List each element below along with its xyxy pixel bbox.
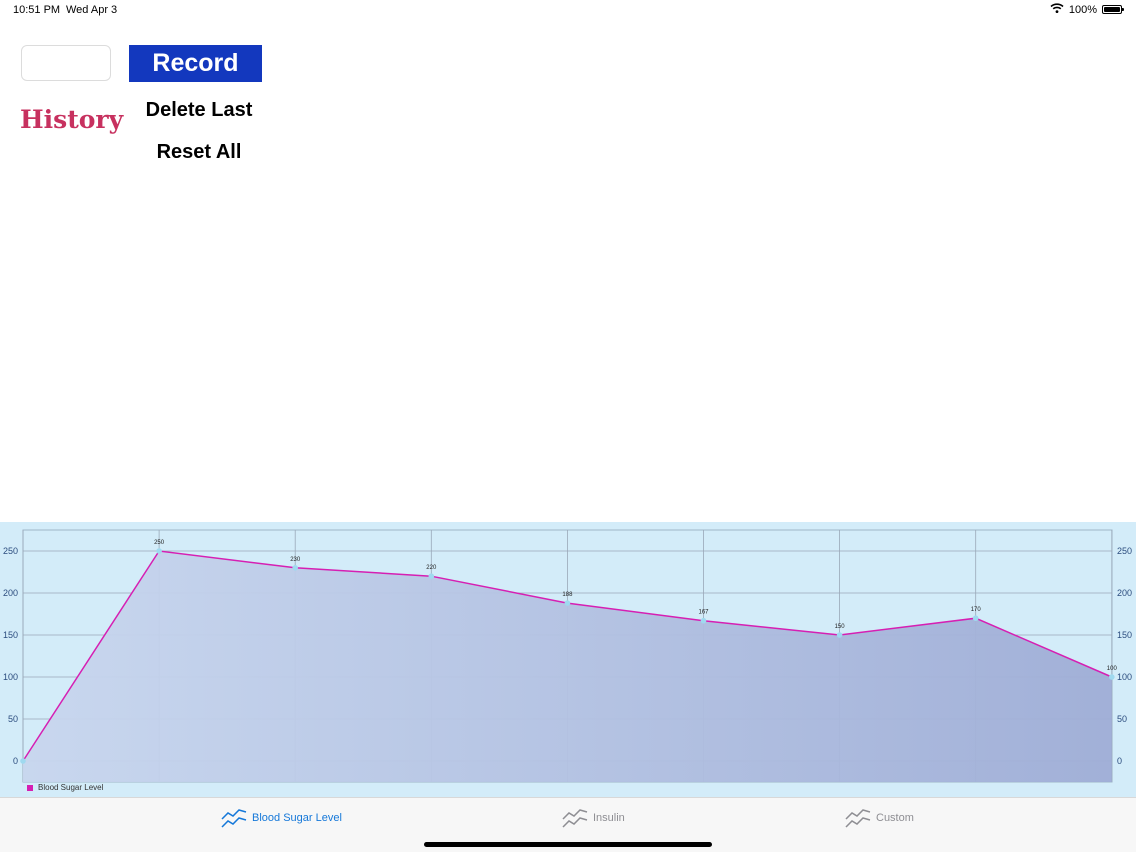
battery-level	[1104, 7, 1120, 12]
y-tick-label-left: 50	[8, 714, 18, 724]
data-label: 250	[154, 540, 165, 546]
data-point	[564, 600, 571, 606]
data-point	[700, 617, 707, 624]
data-point	[292, 565, 299, 571]
y-tick-label-right: 50	[1117, 714, 1127, 724]
chart-legend: Blood Sugar Level	[27, 783, 103, 792]
data-point	[1109, 674, 1115, 680]
y-tick-label-left: 250	[3, 546, 18, 556]
battery-percent: 100%	[1068, 3, 1097, 16]
series-area	[23, 551, 1112, 782]
line-chart-icon	[845, 807, 871, 829]
data-label: 167	[698, 610, 709, 616]
legend-swatch	[27, 784, 33, 791]
value-input[interactable]	[21, 45, 111, 81]
status-time: 10:51 PM	[13, 4, 61, 16]
history-button[interactable]: History	[20, 102, 123, 138]
tab-label: Insulin	[593, 812, 625, 824]
data-point	[428, 573, 435, 579]
data-point	[20, 758, 26, 764]
status-bar: 10:51 PM Wed Apr 3 100%	[0, 0, 1136, 22]
data-label: 170	[971, 607, 982, 613]
line-chart-icon	[562, 807, 588, 829]
tab-label: Blood Sugar Level	[252, 812, 342, 824]
data-label: 220	[426, 565, 437, 571]
y-tick-label-left: 100	[3, 672, 18, 682]
data-point	[156, 548, 162, 554]
status-indicators: 100%	[1050, 3, 1124, 16]
chart-panel[interactable]: 0 0 50 50 100 100 150 150 200 200 250 250 250 230 220 1…	[0, 522, 1136, 797]
line-chart-icon	[221, 807, 247, 829]
y-tick-label-right: 200	[1117, 588, 1132, 598]
y-tick-label-right: 250	[1117, 546, 1132, 556]
battery-icon	[1102, 5, 1124, 14]
wifi-icon	[1050, 3, 1064, 16]
y-tick-label-left: 200	[3, 588, 18, 598]
home-indicator	[424, 842, 712, 847]
record-button[interactable]: Record	[129, 45, 262, 82]
data-label: 100	[1107, 666, 1118, 672]
data-point	[836, 632, 843, 638]
data-label: 150	[835, 624, 846, 630]
y-tick-label-right: 0	[1117, 756, 1122, 766]
data-label: 230	[290, 557, 301, 563]
tab-insulin[interactable]: Insulin	[562, 807, 625, 829]
delete-last-button[interactable]: Delete Last	[129, 95, 269, 125]
tab-custom[interactable]: Custom	[845, 807, 914, 829]
y-tick-label-right: 100	[1117, 672, 1132, 682]
tab-blood-sugar-level[interactable]: Blood Sugar Level	[221, 807, 342, 829]
reset-all-button[interactable]: Reset All	[129, 137, 269, 167]
y-tick-label-right: 150	[1117, 630, 1132, 640]
data-point	[972, 615, 979, 621]
legend-label: Blood Sugar Level	[38, 783, 104, 792]
y-tick-label-left: 150	[3, 630, 18, 640]
status-date: Wed Apr 3	[66, 4, 118, 16]
data-label: 188	[562, 592, 573, 598]
y-tick-label-left: 0	[13, 756, 18, 766]
tab-label: Custom	[876, 812, 914, 824]
